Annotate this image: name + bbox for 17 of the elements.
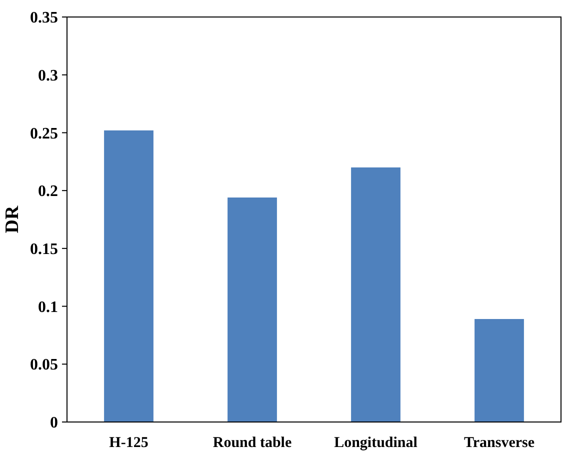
- bar: [228, 198, 277, 422]
- y-tick-label: 0.3: [38, 67, 58, 84]
- y-tick-label: 0.2: [38, 183, 58, 200]
- y-tick-label: 0.15: [30, 241, 58, 258]
- bar: [474, 319, 524, 422]
- y-axis-title: DR: [2, 206, 23, 234]
- y-tick-label: 0.1: [38, 298, 58, 316]
- y-tick-label: 0.35: [30, 10, 58, 27]
- x-tick-label: H-125: [109, 435, 148, 451]
- y-tick-label: 0.05: [30, 356, 58, 374]
- bar: [351, 167, 400, 422]
- x-tick-label: Transverse: [464, 435, 535, 451]
- y-tick-label: 0.25: [30, 125, 58, 142]
- x-tick-label: Longitudinal: [334, 435, 418, 451]
- x-tick-label: Round table: [212, 435, 292, 451]
- bar: [104, 130, 154, 422]
- y-tick-label: 0: [50, 414, 58, 432]
